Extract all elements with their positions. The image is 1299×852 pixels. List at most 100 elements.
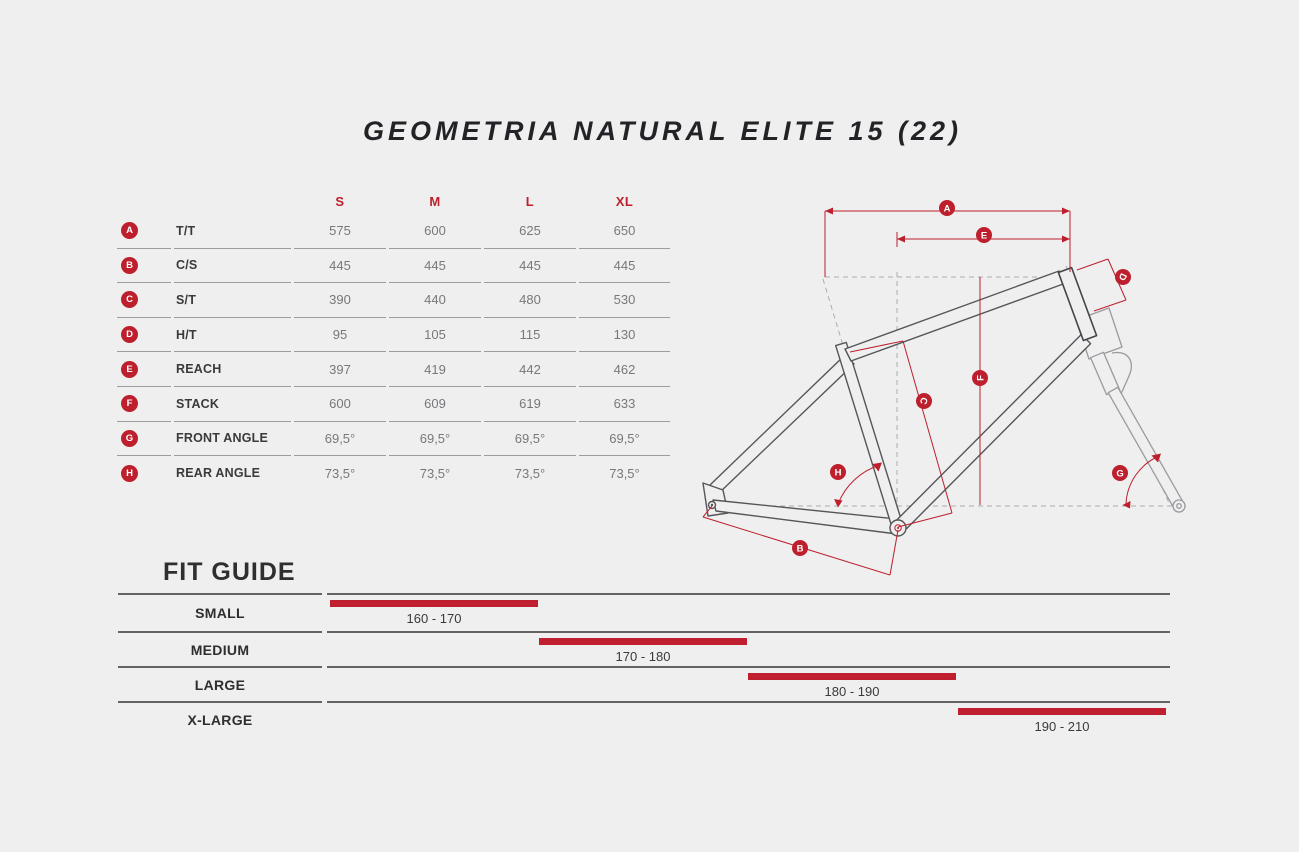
arrow <box>825 207 833 215</box>
fit-guide-table: SMALL 160 - 170 MEDIUM 170 - 180 LARGE 1… <box>118 593 1170 736</box>
geometry-table: S M L XL A T/T 575 600 625 650 B C/S 445… <box>117 188 671 491</box>
page-title: GEOMETRIA NATURAL ELITE 15 (22) <box>362 116 963 146</box>
row-key-badge: G <box>121 429 138 447</box>
row-value-s: 69,5° <box>294 422 386 457</box>
table-row: G FRONT ANGLE 69,5° 69,5° 69,5° 69,5° <box>117 422 671 457</box>
fit-row: MEDIUM 170 - 180 <box>118 631 1170 666</box>
row-value-s: 390 <box>294 283 386 318</box>
fit-range-bar <box>748 673 956 680</box>
fit-range-bar <box>539 638 747 645</box>
table-row: H REAR ANGLE 73,5° 73,5° 73,5° 73,5° <box>117 456 671 491</box>
row-value-l: 115 <box>484 318 576 353</box>
front-axle-hub <box>1176 503 1182 509</box>
row-value-xl: 650 <box>579 214 670 249</box>
table-row: C S/T 390 440 480 530 <box>117 283 671 318</box>
arrow <box>1062 207 1070 215</box>
row-label: S/T <box>174 283 291 318</box>
size-header-l: L <box>525 193 535 209</box>
dim-d-tick-top <box>1076 258 1109 271</box>
fit-size-label: LARGE <box>118 666 322 701</box>
row-value-l: 442 <box>484 352 576 387</box>
fit-guide-heading: FIT GUIDE <box>163 558 296 586</box>
arrow <box>1122 501 1131 509</box>
dim-b-tick-right <box>889 529 899 576</box>
row-key-badge: E <box>121 360 138 378</box>
row-value-m: 419 <box>389 352 481 387</box>
row-label: FRONT ANGLE <box>174 422 291 457</box>
fit-size-label: SMALL <box>118 593 322 631</box>
diagram-label-h: H <box>830 464 846 480</box>
fit-range-label: 170 - 180 <box>615 649 671 664</box>
diagram-label-a: A <box>939 200 955 216</box>
svg-text:H: H <box>835 467 842 478</box>
size-header-m: M <box>429 193 441 209</box>
row-value-l: 73,5° <box>514 465 546 481</box>
row-value-s: 445 <box>294 249 386 284</box>
row-label: STACK <box>174 387 291 422</box>
row-key-badge: A <box>121 222 138 240</box>
row-value-m: 440 <box>389 283 481 318</box>
row-value-m: 105 <box>389 318 481 353</box>
row-value-m: 73,5° <box>419 465 451 481</box>
row-value-m: 600 <box>389 214 481 249</box>
dim-c-line <box>902 340 953 514</box>
table-row: D H/T 95 105 115 130 <box>117 318 671 353</box>
svg-text:B: B <box>797 543 804 554</box>
row-value-m: 609 <box>389 387 481 422</box>
headtube <box>1057 266 1098 342</box>
fit-size-label: X-LARGE <box>118 701 322 736</box>
row-value-s: 73,5° <box>324 465 356 481</box>
row-value-s: 397 <box>294 352 386 387</box>
row-label: REACH <box>174 352 291 387</box>
row-value-xl: 633 <box>579 387 670 422</box>
angle-g-arc <box>1125 455 1160 505</box>
svg-text:C: C <box>917 396 929 406</box>
table-row: F STACK 600 609 619 633 <box>117 387 671 422</box>
svg-text:D: D <box>1116 271 1129 282</box>
row-label: C/S <box>174 249 291 284</box>
arrow <box>1151 453 1161 463</box>
row-key-badge: D <box>121 326 138 344</box>
dim-c-tick-top <box>849 340 904 353</box>
row-value-s: 95 <box>294 318 386 353</box>
fork-brake-arch <box>1111 351 1132 395</box>
row-key-badge: H <box>121 464 138 482</box>
table-header-row: S M L XL <box>117 188 671 214</box>
table-row: B C/S 445 445 445 445 <box>117 249 671 284</box>
svg-text:A: A <box>944 203 951 214</box>
row-value-s: 600 <box>294 387 386 422</box>
row-value-l: 445 <box>484 249 576 284</box>
row-value-xl: 530 <box>579 283 670 318</box>
fit-range-bar <box>330 600 538 607</box>
row-value-xl: 462 <box>579 352 670 387</box>
dim-c-tick-bottom <box>897 512 953 528</box>
seattube <box>835 341 904 531</box>
row-label: REAR ANGLE <box>176 466 261 481</box>
table-row: A T/T 575 600 625 650 <box>117 214 671 249</box>
row-value-s: 575 <box>294 214 386 249</box>
svg-text:F: F <box>975 375 986 381</box>
row-value-xl: 130 <box>579 318 670 353</box>
row-key-badge: F <box>121 395 138 413</box>
diagram-label-f: F <box>972 370 988 386</box>
row-value-xl: 69,5° <box>579 422 670 457</box>
row-value-xl: 445 <box>579 249 670 284</box>
row-value-xl: 73,5° <box>609 465 640 481</box>
size-header-xl: XL <box>615 193 634 209</box>
fork-lower-leg <box>1107 386 1185 510</box>
fit-range-label: 190 - 210 <box>1034 719 1090 734</box>
fit-row: X-LARGE 190 - 210 <box>118 701 1170 736</box>
row-value-m: 445 <box>389 249 481 284</box>
fit-size-label: MEDIUM <box>118 631 322 666</box>
svg-text:E: E <box>981 230 987 241</box>
row-key-badge: B <box>121 256 138 274</box>
diagram-label-g: G <box>1112 465 1128 481</box>
row-key-badge: C <box>121 291 138 309</box>
bike-frame-diagram: A E D C F H G B <box>702 200 1186 576</box>
downtube <box>893 333 1092 533</box>
row-value-l: 69,5° <box>484 422 576 457</box>
size-header-s: S <box>335 193 345 209</box>
fit-row: LARGE 180 - 190 <box>118 666 1170 701</box>
table-row: E REACH 397 419 442 462 <box>117 352 671 387</box>
